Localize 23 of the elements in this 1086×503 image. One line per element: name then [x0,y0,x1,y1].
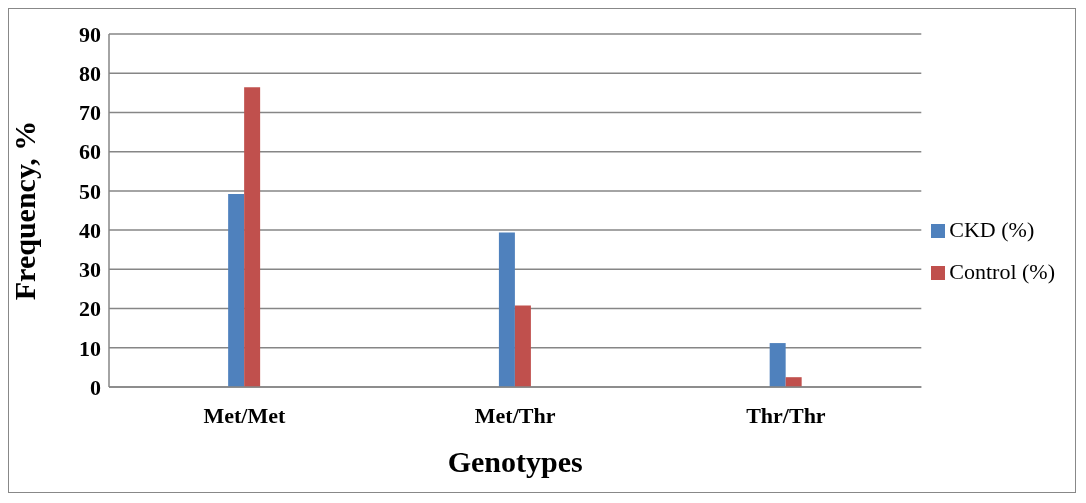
bar [785,377,802,387]
y-axis-title: Frequency, % [7,120,41,301]
y-tick-label: 60 [79,139,101,165]
bar [769,343,786,387]
x-tick-label: Met/Thr [474,402,556,428]
y-tick-label: 90 [79,21,101,47]
legend-label: CKD (%) [949,216,1035,242]
bar [228,194,245,387]
y-tick-label: 30 [79,257,101,283]
bar [244,87,261,387]
bar [514,305,531,387]
y-tick-label: 80 [79,61,101,87]
legend-label: Control (%) [949,258,1055,284]
y-tick-label: 0 [90,374,101,400]
y-tick-label: 50 [79,178,101,204]
x-tick-label: Thr/Thr [746,402,826,428]
y-tick-label: 10 [79,335,101,361]
x-axis-title: Genotypes [447,445,583,478]
y-tick-label: 20 [79,296,101,322]
y-tick-label: 70 [79,100,101,126]
y-tick-label: 40 [79,217,101,243]
x-tick-label: Met/Met [203,402,286,428]
bar [498,232,515,387]
